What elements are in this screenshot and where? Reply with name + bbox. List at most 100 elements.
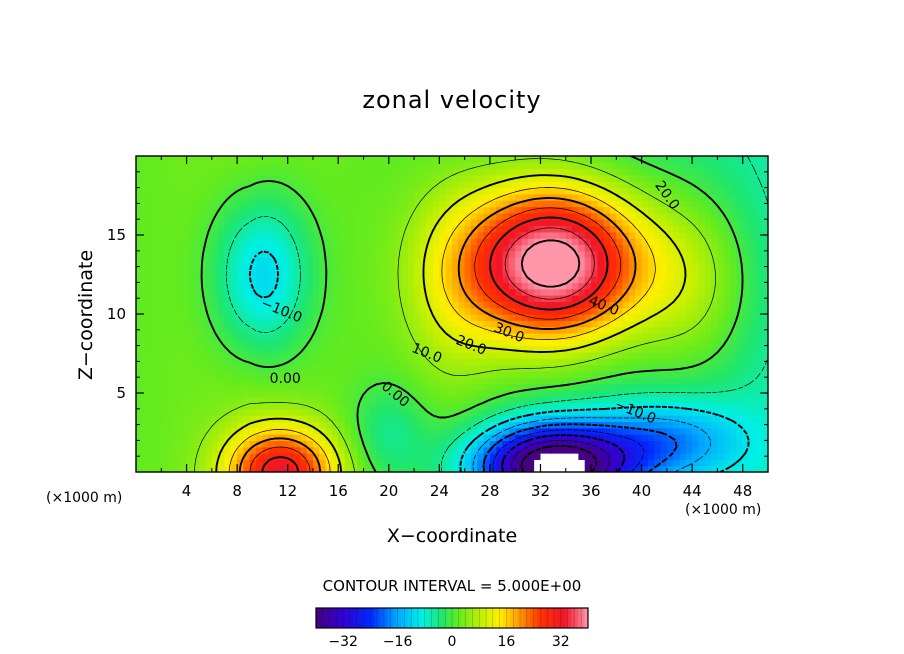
field-cell xyxy=(237,332,245,340)
field-cell xyxy=(350,440,358,448)
field-cell xyxy=(395,200,403,208)
field-cell xyxy=(508,250,516,258)
field-cell xyxy=(420,314,428,321)
field-cell xyxy=(281,244,289,252)
field-cell xyxy=(565,200,573,208)
field-cell xyxy=(382,162,390,170)
field-cell xyxy=(363,446,371,454)
field-cell xyxy=(578,162,586,170)
field-cell xyxy=(414,257,421,265)
field-cell xyxy=(508,332,516,340)
field-cell xyxy=(294,320,301,328)
field-cell xyxy=(230,250,238,258)
field-cell xyxy=(224,396,232,404)
field-cell xyxy=(136,396,143,404)
field-cell xyxy=(199,402,207,410)
field-cell xyxy=(294,364,301,372)
field-cell xyxy=(331,415,339,423)
field-cell xyxy=(426,389,434,397)
field-cell xyxy=(268,377,276,385)
field-cell xyxy=(616,377,624,385)
field-cell xyxy=(426,465,434,472)
field-cell xyxy=(401,326,409,334)
field-cell xyxy=(237,427,245,435)
field-cell xyxy=(376,332,384,340)
field-cell xyxy=(565,244,573,252)
field-cell xyxy=(306,453,314,460)
field-cell xyxy=(186,212,194,220)
field-cell xyxy=(679,396,687,404)
field-cell xyxy=(262,174,270,182)
field-cell xyxy=(407,389,415,397)
field-cell xyxy=(306,168,314,176)
field-cell xyxy=(388,440,396,448)
field-cell xyxy=(306,345,314,353)
field-cell xyxy=(654,269,662,277)
field-cell xyxy=(749,295,756,302)
field-cell xyxy=(559,269,567,277)
field-cell xyxy=(249,244,257,252)
field-cell xyxy=(414,459,421,467)
field-cell xyxy=(243,225,251,233)
field-cell xyxy=(458,276,466,283)
field-cell xyxy=(730,250,737,258)
field-cell xyxy=(565,231,573,239)
field-cell xyxy=(350,162,358,170)
field-cell xyxy=(704,257,712,265)
field-cell xyxy=(376,351,384,359)
field-cell xyxy=(723,396,731,404)
field-cell xyxy=(445,276,453,283)
field-cell xyxy=(186,389,194,397)
field-cell xyxy=(704,427,712,435)
field-cell xyxy=(205,326,213,334)
field-cell xyxy=(237,339,245,347)
field-cell xyxy=(350,231,358,239)
field-cell xyxy=(679,269,687,277)
field-cell xyxy=(534,212,542,220)
field-cell xyxy=(572,314,579,321)
field-cell xyxy=(388,206,396,214)
field-cell xyxy=(275,212,282,220)
field-cell xyxy=(344,225,352,233)
field-cell xyxy=(483,257,491,265)
field-cell xyxy=(192,377,200,385)
field-cell xyxy=(262,326,270,334)
field-cell xyxy=(559,377,567,385)
field-cell xyxy=(679,421,687,429)
field-cell xyxy=(584,415,592,423)
field-cell xyxy=(319,257,327,265)
field-cell xyxy=(685,358,693,366)
field-cell xyxy=(243,269,251,277)
field-cell xyxy=(666,370,674,378)
field-cell xyxy=(439,370,447,378)
field-cell xyxy=(205,206,213,214)
field-cell xyxy=(369,421,377,429)
field-cell xyxy=(685,453,693,460)
field-cell xyxy=(243,446,251,454)
field-cell xyxy=(142,320,150,328)
field-cell xyxy=(508,314,516,321)
field-cell xyxy=(496,263,504,271)
field-cell xyxy=(199,358,207,366)
field-cell xyxy=(161,162,169,170)
field-cell xyxy=(426,168,434,176)
field-cell xyxy=(470,427,478,435)
field-cell xyxy=(470,434,478,441)
field-cell xyxy=(281,421,289,429)
field-cell xyxy=(350,181,358,189)
field-cell xyxy=(154,219,162,227)
field-cell xyxy=(439,459,447,467)
field-cell xyxy=(553,465,561,472)
field-cell xyxy=(325,193,333,201)
field-cell xyxy=(300,307,308,315)
field-cell xyxy=(268,219,276,227)
field-cell xyxy=(407,162,415,170)
field-cell xyxy=(439,162,447,170)
field-cell xyxy=(711,427,719,435)
field-cell xyxy=(363,295,371,302)
field-cell xyxy=(148,332,156,340)
field-cell xyxy=(230,358,238,366)
field-cell xyxy=(584,174,592,182)
field-cell xyxy=(167,446,175,454)
field-cell xyxy=(654,377,662,385)
